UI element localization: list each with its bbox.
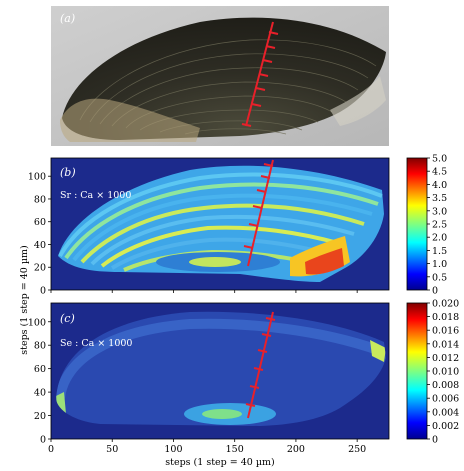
colorbar-b-tick-label: 2.0 — [432, 233, 447, 244]
colorbar-c-tick-label: 0.002 — [432, 421, 459, 432]
panel-b: (b) Sr : Ca × 1000 0 20 40 60 80 100 5.0 4.5 4.… — [28, 154, 447, 297]
panel-c-x-tick-label: 0 — [48, 444, 54, 455]
otolith-photo — [60, 17, 386, 142]
colorbar-c-tick-label: 0.004 — [432, 407, 459, 418]
panel-c: (c) Se : Ca × 1000 0 20 40 60 80 100 0 50 100 150… — [28, 299, 459, 456]
colorbar-b-tick-label: 4.0 — [432, 180, 447, 191]
colorbar-b-tick-label: 2.5 — [432, 220, 447, 231]
panel-c-x-tick-label: 50 — [106, 444, 118, 455]
panel-c-x-tick-label: 150 — [226, 444, 244, 455]
colorbar-b-tick-label: 5.0 — [432, 154, 447, 165]
colorbar-c: 0.020 0.018 0.016 0.014 0.012 0.010 0.008 0.006… — [406, 299, 459, 446]
panel-c-x-tick-label: 100 — [164, 444, 182, 455]
panel-b-annotation: Sr : Ca × 1000 — [60, 190, 131, 201]
panel-a: (a) — [51, 6, 389, 146]
colorbar-c-tick-label: 0.014 — [432, 339, 459, 350]
colorbar-c-tick-label: 0 — [432, 435, 438, 446]
colorbar-b-tick-label: 0 — [432, 286, 438, 297]
y-axis-label: steps (1 step = 40 µm) — [19, 245, 30, 354]
panel-b-transect — [243, 159, 274, 267]
panel-b-axes: 0 20 40 60 80 100 — [28, 172, 358, 297]
panel-c-annotation: Se : Ca × 1000 — [60, 338, 132, 349]
colorbar-b: 5.0 4.5 4.0 3.5 3.0 2.5 2.0 1.5 1.0 0.5 0 — [406, 154, 447, 297]
panel-c-y-tick-label: 0 — [40, 435, 46, 446]
panel-c-y-tick-label: 100 — [28, 317, 46, 328]
colorbar-c-tick-label: 0.020 — [432, 299, 459, 310]
panel-c-x-tick-label: 250 — [348, 444, 366, 455]
panel-a-label: (a) — [60, 12, 75, 25]
panel-b-y-tick-label: 80 — [34, 194, 46, 205]
colorbar-c-tick-label: 0.006 — [432, 394, 459, 405]
colorbar-c-tick-label: 0.010 — [432, 367, 459, 378]
panel-c-transect — [245, 311, 276, 419]
colorbar-c-tick-label: 0.018 — [432, 312, 459, 323]
panel-c-y-tick-label: 60 — [34, 364, 46, 375]
panel-b-y-tick-label: 60 — [34, 217, 46, 228]
panel-b-y-tick-label: 40 — [34, 240, 46, 251]
colorbar-b-tick-label: 1.5 — [432, 246, 447, 257]
colorbar-b-tick-label: 0.5 — [432, 272, 447, 283]
panel-c-y-tick-label: 20 — [34, 411, 46, 422]
colorbar-c-scale — [406, 302, 428, 440]
colorbar-b-tick-label: 3.5 — [432, 193, 447, 204]
x-axis-label: steps (1 step = 40 µm) — [165, 457, 274, 468]
panel-c-axes: 0 20 40 60 80 100 0 50 100 150 200 250 — [28, 317, 366, 455]
colorbar-b-scale — [406, 157, 428, 291]
panel-c-label: (c) — [60, 312, 75, 325]
colorbar-c-tick-label: 0.012 — [432, 353, 459, 364]
panel-c-y-tick-label: 80 — [34, 341, 46, 352]
colorbar-b-tick-label: 1.0 — [432, 259, 447, 270]
panel-b-y-tick-label: 0 — [40, 286, 46, 297]
panel-b-y-tick-label: 20 — [34, 263, 46, 274]
panel-c-x-tick-label: 200 — [287, 444, 305, 455]
colorbar-b-tick-label: 3.0 — [432, 206, 447, 217]
colorbar-c-tick-label: 0.016 — [432, 326, 459, 337]
colorbar-c-tick-label: 0.008 — [432, 380, 459, 391]
se-map — [56, 311, 386, 426]
colorbar-b-tick-label: 4.5 — [432, 167, 447, 178]
panel-c-y-tick-label: 40 — [34, 388, 46, 399]
panel-b-label: (b) — [60, 166, 76, 179]
panel-b-y-tick-label: 100 — [28, 172, 46, 183]
panel-a-transect — [241, 21, 279, 127]
